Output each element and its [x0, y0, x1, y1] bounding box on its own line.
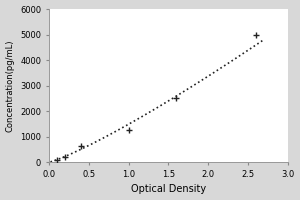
- Y-axis label: Concentration(pg/mL): Concentration(pg/mL): [6, 39, 15, 132]
- X-axis label: Optical Density: Optical Density: [131, 184, 206, 194]
